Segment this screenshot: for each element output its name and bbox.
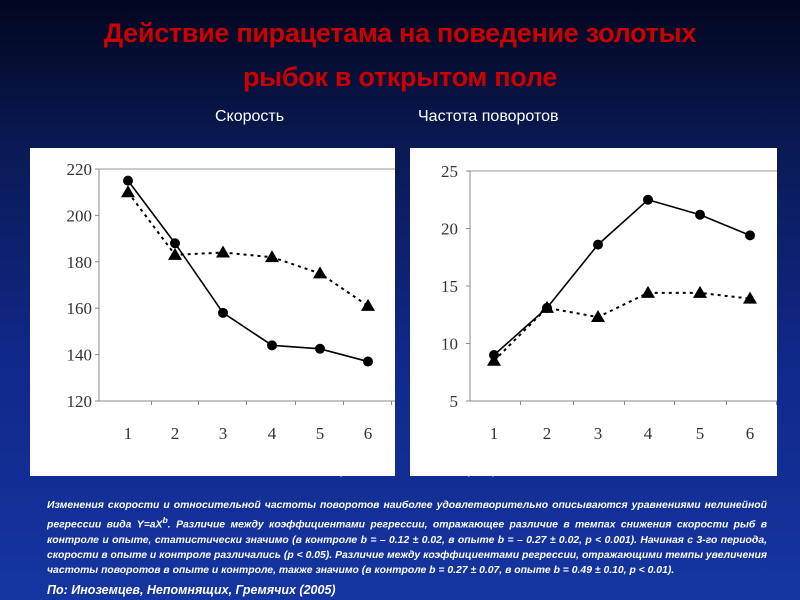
x-tick-label: 5 — [316, 424, 325, 443]
data-point-circle — [745, 230, 755, 241]
x-tick-label: 4 — [644, 424, 653, 443]
x-tick-label: 2 — [543, 424, 552, 443]
slide-title-line2: рыбок в открытом поле — [242, 62, 558, 92]
data-point-circle — [593, 239, 603, 250]
x-tick-label: 1 — [490, 424, 499, 443]
data-point-circle — [643, 194, 653, 205]
data-point-circle — [267, 340, 277, 351]
legend-piracetam: - пирацетам — [420, 460, 529, 478]
data-point-triangle — [693, 285, 707, 298]
y-tick-label: 220 — [67, 160, 93, 179]
data-point-triangle — [216, 245, 230, 258]
data-point-triangle — [743, 291, 757, 304]
legend-piracetam-label: - пирацетам — [439, 460, 530, 477]
x-tick-label: 5 — [696, 424, 705, 443]
y-tick-label: 140 — [67, 346, 93, 365]
data-point-triangle — [265, 250, 279, 263]
x-tick-label: 4 — [268, 424, 277, 443]
series-line-triangle — [127, 191, 369, 307]
chart-title-speed: Скорость — [215, 108, 285, 125]
legend-control-label: - контроль — [297, 460, 375, 477]
data-point-triangle — [313, 266, 327, 279]
turns-chart-panel: 5 10 15 20 25 1 2 3 4 5 6 — [410, 148, 777, 476]
y-tick-label: 25 — [441, 162, 458, 181]
x-tick-label: 2 — [171, 424, 180, 443]
chart-title-turns: Частота поворотов — [418, 108, 559, 125]
x-tick-label: 1 — [124, 424, 133, 443]
y-tick-label: 160 — [67, 299, 93, 318]
y-tick-label: 20 — [441, 220, 458, 239]
legend-control: ▲ - контроль — [277, 460, 374, 478]
y-tick-label: 5 — [450, 392, 459, 411]
series-line-circle — [493, 198, 751, 356]
x-tick-label: 6 — [746, 424, 755, 443]
data-point-circle — [170, 238, 180, 249]
data-point-triangle — [641, 285, 655, 298]
data-point-triangle — [121, 185, 135, 198]
data-point-circle — [363, 356, 373, 367]
x-tick-label: 6 — [364, 424, 373, 443]
y-tick-label: 15 — [441, 277, 458, 296]
series-line-triangle — [493, 291, 751, 362]
y-tick-label: 10 — [441, 335, 458, 354]
data-point-circle — [123, 175, 133, 186]
triangle-icon: ▲ — [277, 460, 293, 477]
data-point-circle — [489, 350, 499, 360]
source-citation: По: Иноземцев, Непомнящих, Гремячих (200… — [47, 583, 336, 597]
speed-chart-panel: 120 140 160 180 200 220 1 2 3 4 5 6 — [30, 148, 395, 476]
data-point-circle — [542, 302, 552, 313]
series-line-circle — [127, 180, 369, 363]
data-point-circle — [218, 307, 228, 318]
data-point-circle — [315, 343, 325, 354]
y-tick-label: 180 — [67, 253, 93, 272]
x-tick-label: 3 — [594, 424, 603, 443]
speed-chart: 120 140 160 180 200 220 1 2 3 4 5 6 — [67, 160, 395, 443]
data-point-circle — [695, 209, 705, 220]
data-point-triangle — [168, 247, 182, 260]
data-point-triangle — [591, 310, 605, 323]
turns-chart: 5 10 15 20 25 1 2 3 4 5 6 — [441, 162, 777, 443]
data-point-triangle — [361, 298, 375, 311]
y-tick-label: 200 — [67, 206, 93, 225]
circle-icon — [420, 460, 435, 475]
y-tick-label: 120 — [67, 392, 93, 411]
caption-text: Изменения скорости и относительной часто… — [47, 500, 768, 577]
x-tick-label: 3 — [219, 424, 228, 443]
slide-title-line1: Действие пирацетама на поведение золотых — [103, 18, 697, 48]
